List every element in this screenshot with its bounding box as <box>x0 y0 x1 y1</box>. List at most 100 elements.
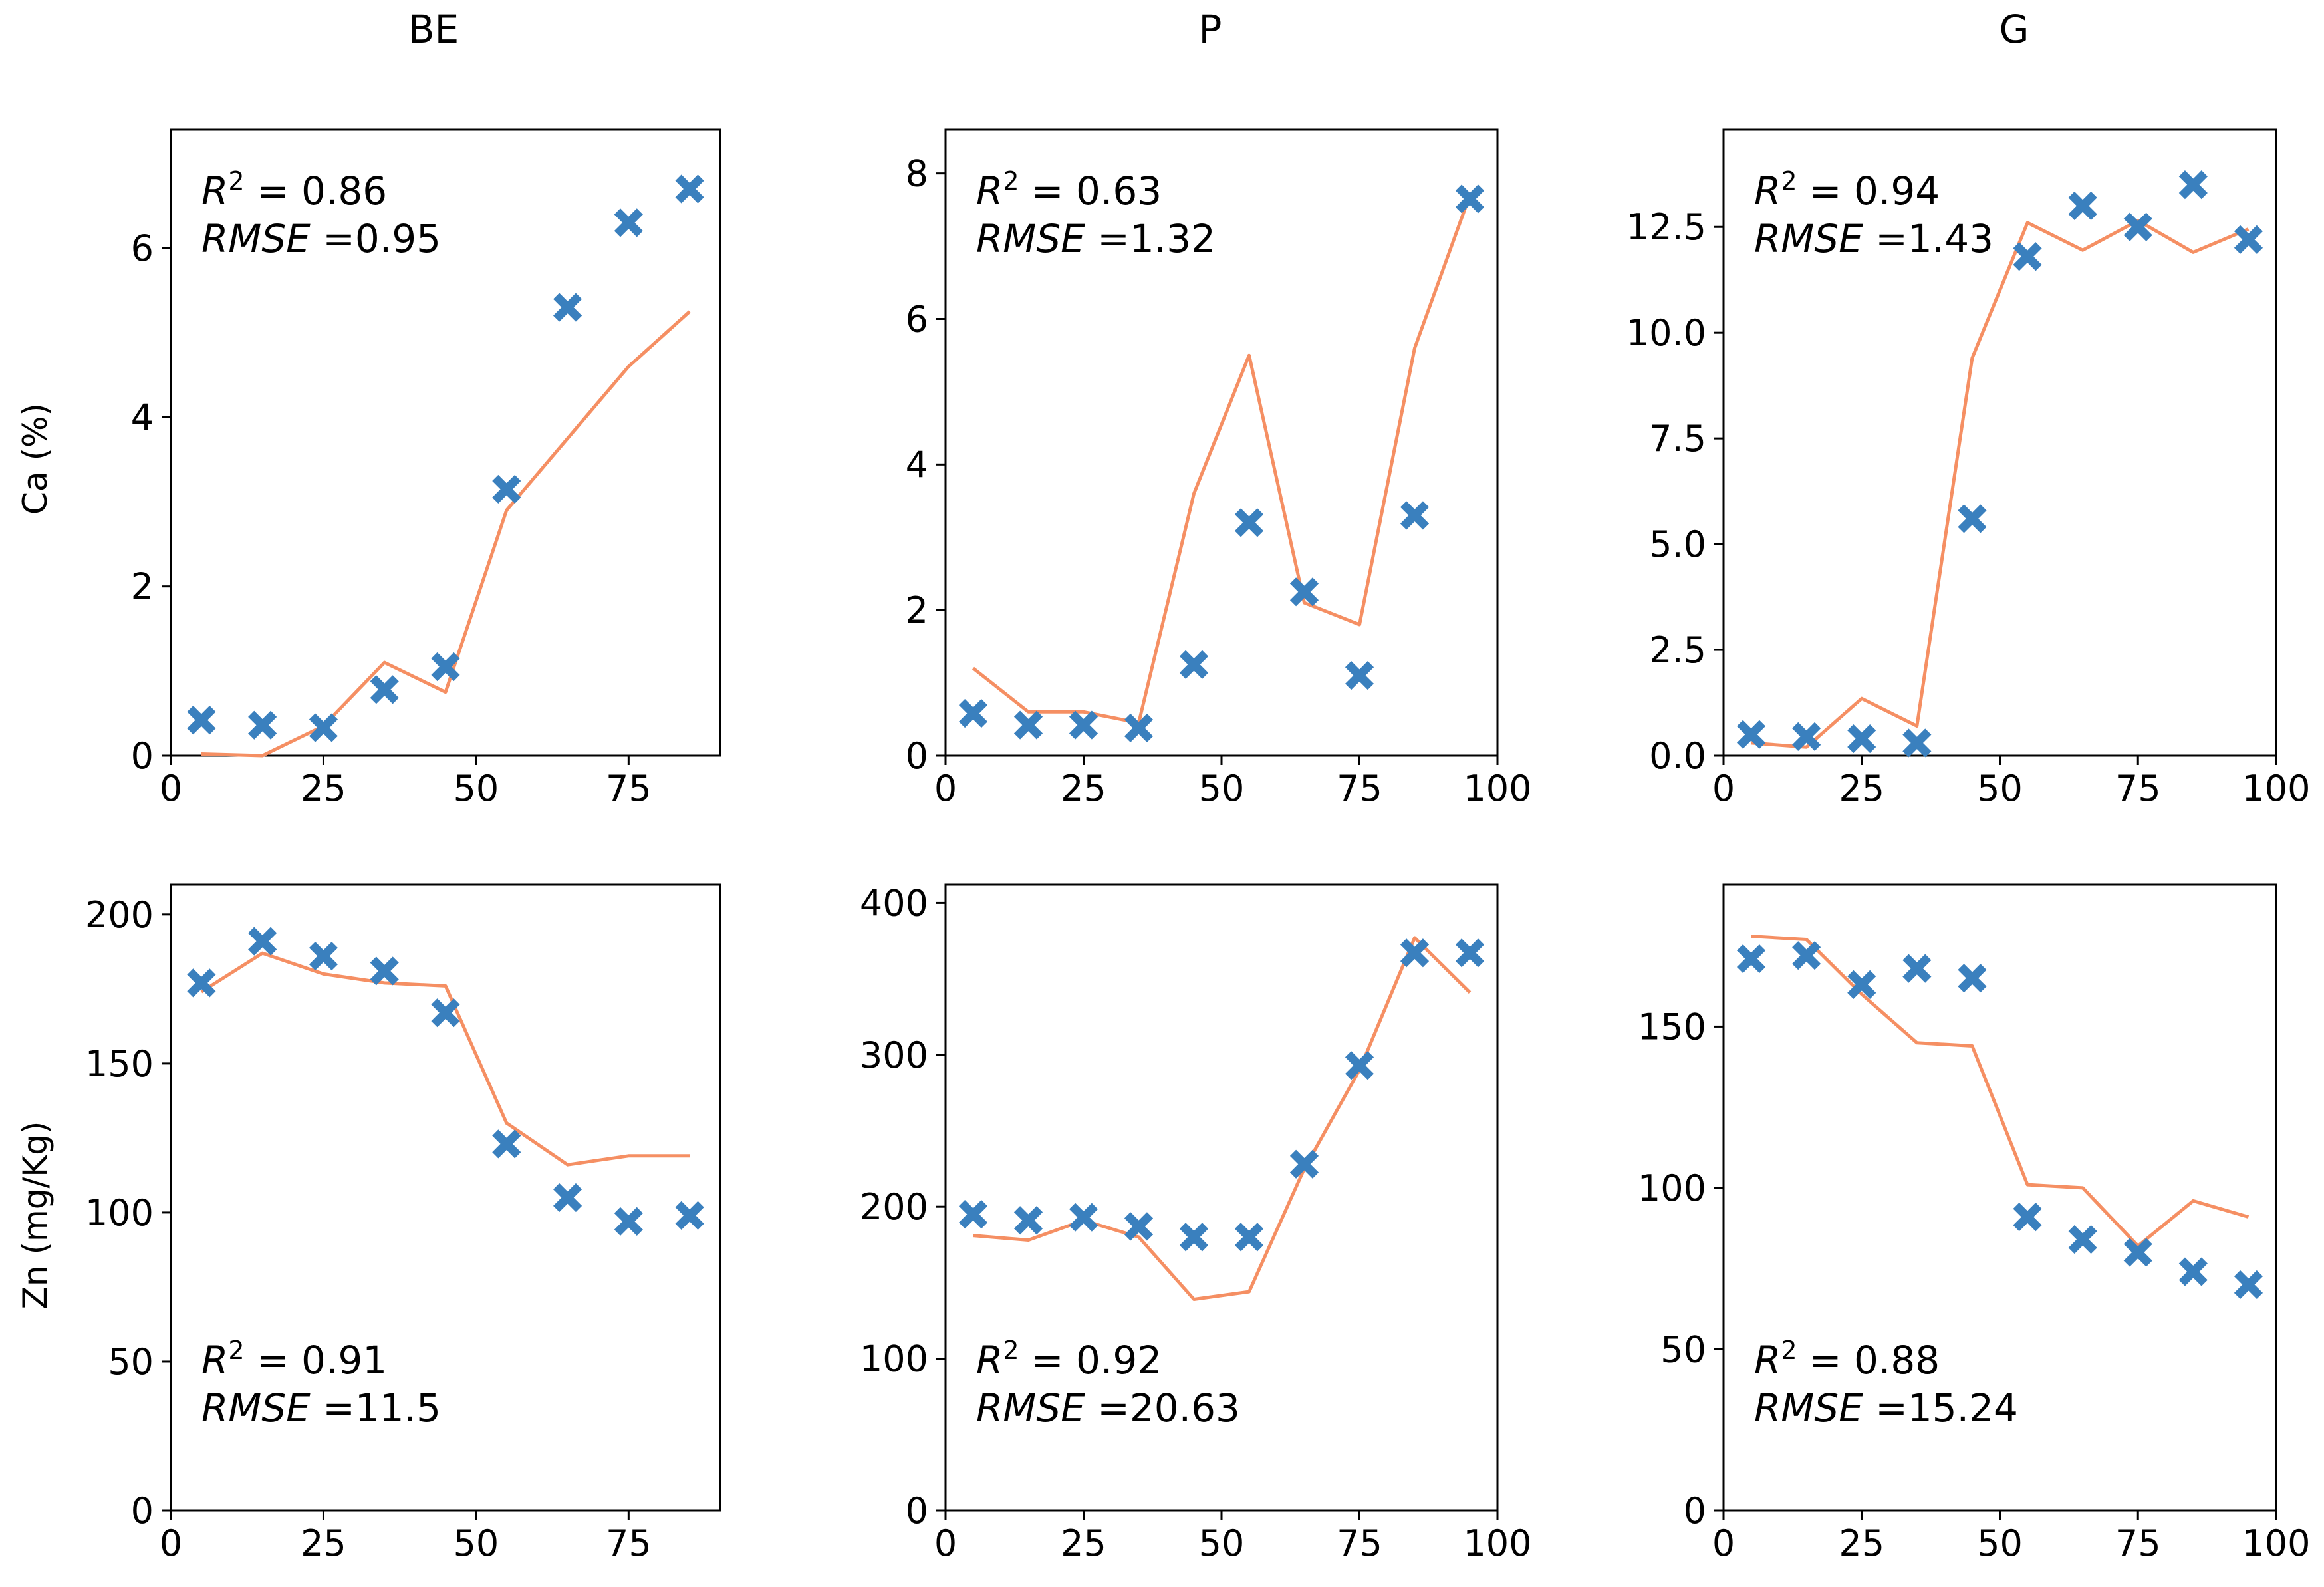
r2-value: 0.92 <box>1076 1338 1162 1383</box>
x-tick-label: 50 <box>453 768 499 809</box>
x-tick-label: 0 <box>160 768 182 809</box>
measured-point <box>1792 941 1821 970</box>
y-tick-label: 8 <box>906 153 928 195</box>
measured-point <box>1289 577 1319 607</box>
measured-point <box>675 174 704 204</box>
measured-point <box>1013 1206 1043 1235</box>
y-tick-label: 50 <box>1660 1328 1706 1370</box>
measured-point <box>492 1129 521 1159</box>
x-tick-label: 25 <box>1061 1522 1106 1564</box>
measured-point <box>370 675 399 704</box>
y-tick-label: 100 <box>85 1192 154 1234</box>
measured-point <box>370 956 399 986</box>
measured-point <box>1069 710 1098 740</box>
measured-point <box>1234 508 1264 537</box>
rmse-annotation: RMSE =1.43 <box>1754 216 1994 261</box>
measured-point <box>1124 713 1154 743</box>
r2-value: 0.91 <box>301 1338 387 1383</box>
rmse-annotation: RMSE =0.95 <box>201 216 441 261</box>
x-tick-label: 50 <box>1199 1522 1245 1564</box>
x-tick-label: 75 <box>606 1522 652 1564</box>
x-tick-label: 0 <box>160 1522 182 1564</box>
measured-point <box>958 698 988 728</box>
measured-point <box>1179 1223 1209 1252</box>
measured-point <box>1455 184 1485 214</box>
rmse-value: 0.95 <box>355 216 441 261</box>
r2-value: 0.94 <box>1854 168 1940 214</box>
y-tick-label: 0 <box>906 1490 928 1532</box>
rmse-annotation: RMSE =11.5 <box>201 1385 441 1431</box>
x-tick-label: 25 <box>1839 768 1884 809</box>
y-tick-label: 200 <box>85 894 154 936</box>
measured-point <box>431 652 460 682</box>
measured-point <box>1847 970 1876 999</box>
rmse-value: 1.32 <box>1130 216 1216 261</box>
x-tick-label: 100 <box>2242 1522 2310 1564</box>
y-tick-label: 0.0 <box>1649 735 1706 777</box>
measured-point <box>1234 1223 1264 1252</box>
y-tick-label: 2 <box>906 589 928 631</box>
predicted-line <box>971 194 1472 725</box>
y-tick-label: 6 <box>906 298 928 340</box>
r2-annotation: R2 = 0.86 <box>201 166 387 214</box>
rmse-value: 11.5 <box>355 1385 441 1431</box>
rmse-value: 20.63 <box>1130 1385 1240 1431</box>
x-tick-label: 75 <box>606 768 652 809</box>
predicted-line <box>200 951 690 1167</box>
axes-frame <box>170 883 721 1512</box>
measured-point <box>2123 212 2152 241</box>
x-tick-label: 25 <box>1061 768 1106 809</box>
r2-annotation: R2 = 0.63 <box>976 166 1162 214</box>
y-tick-label: 0 <box>1684 1490 1706 1532</box>
measured-point <box>1400 501 1430 530</box>
measured-point <box>1902 954 1932 983</box>
measured-point <box>1847 724 1876 754</box>
y-tick-label: 6 <box>131 227 154 269</box>
x-tick-label: 0 <box>934 1522 957 1564</box>
y-tick-label: 150 <box>1638 1006 1706 1048</box>
measured-point <box>1345 1051 1374 1080</box>
y-tick-label: 4 <box>131 396 154 438</box>
y-tick-label: 2 <box>131 566 154 608</box>
y-tick-label: 2.5 <box>1649 629 1706 671</box>
y-tick-label: 100 <box>1638 1167 1706 1209</box>
measured-point <box>309 713 338 742</box>
x-tick-label: 50 <box>1977 768 2023 809</box>
predicted-line <box>1751 935 2250 1248</box>
measured-point <box>1069 1203 1098 1232</box>
measured-point <box>187 968 216 998</box>
measured-point <box>2178 1257 2208 1286</box>
rmse-annotation: RMSE =20.63 <box>976 1385 1240 1431</box>
measured-point <box>2234 225 2263 254</box>
column-title-g: G <box>2000 7 2029 52</box>
y-tick-label: 0 <box>131 735 154 777</box>
predicted-line <box>1751 219 2250 749</box>
measured-point <box>2013 1203 2042 1232</box>
y-tick-label: 12.5 <box>1626 206 1706 248</box>
measured-point <box>1124 1212 1154 1241</box>
measured-point <box>1179 650 1209 679</box>
x-tick-label: 25 <box>301 1522 346 1564</box>
measured-point <box>675 1201 704 1230</box>
r2-annotation: R2 = 0.92 <box>976 1336 1162 1383</box>
measured-point <box>1289 1149 1319 1179</box>
y-tick-label: 400 <box>860 882 928 924</box>
measured-point <box>248 710 277 740</box>
x-tick-label: 0 <box>934 768 957 809</box>
rmse-value: 15.24 <box>1908 1385 2018 1431</box>
measured-point <box>309 941 338 971</box>
rmse-annotation: RMSE =1.32 <box>976 216 1216 261</box>
measured-point <box>2178 170 2208 200</box>
predicted-line <box>973 936 1472 1301</box>
row-label-zn: Zn (mg/Kg) <box>16 1121 55 1310</box>
rmse-value: 1.43 <box>1908 216 1994 261</box>
y-tick-label: 300 <box>860 1034 928 1076</box>
x-tick-label: 75 <box>2115 1522 2161 1564</box>
x-tick-label: 100 <box>2242 768 2310 809</box>
x-tick-label: 100 <box>1463 1522 1531 1564</box>
